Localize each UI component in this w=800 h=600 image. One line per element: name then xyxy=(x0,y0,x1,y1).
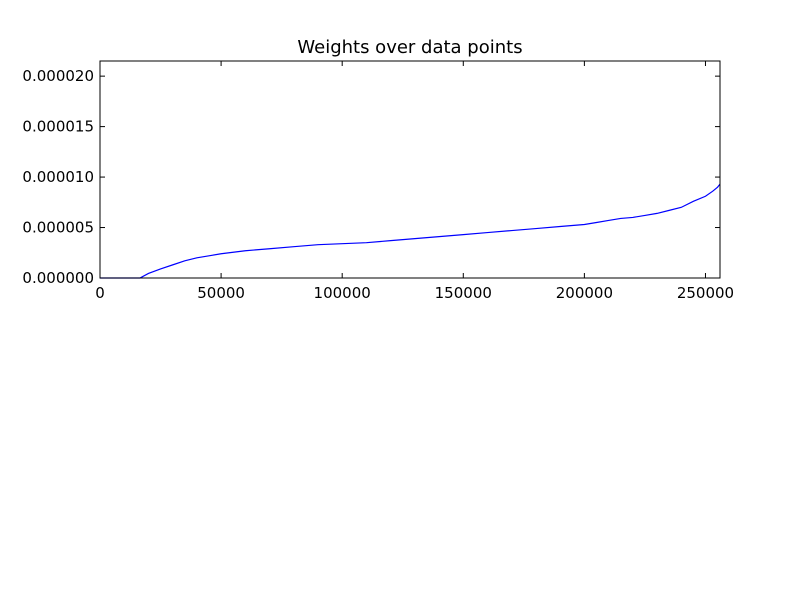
plot-area xyxy=(99,60,721,279)
x-tick-label: 150000 xyxy=(435,284,492,302)
series-line xyxy=(100,183,721,279)
y-tick-label: 0.000005 xyxy=(22,219,94,237)
x-tick-label: 100000 xyxy=(314,284,371,302)
x-tick-label: 50000 xyxy=(197,284,245,302)
x-tick-labels: 0 50000 100000 150000 200000 250000 xyxy=(95,284,734,302)
y-tick-label: 0.000020 xyxy=(22,67,94,85)
y-tick-label: 0.000015 xyxy=(22,118,94,136)
x-tick-label: 250000 xyxy=(677,284,734,302)
x-tick-label: 0 xyxy=(95,284,105,302)
y-tick-labels: 0.000000 0.000005 0.000010 0.000015 0.000020 xyxy=(22,67,94,287)
y-tick-label: 0.000000 xyxy=(22,269,94,287)
axes-frame xyxy=(99,60,721,279)
y-tick-label: 0.000010 xyxy=(22,168,94,186)
chart-title: Weights over data points xyxy=(297,37,522,58)
x-tick-label: 200000 xyxy=(556,284,613,302)
